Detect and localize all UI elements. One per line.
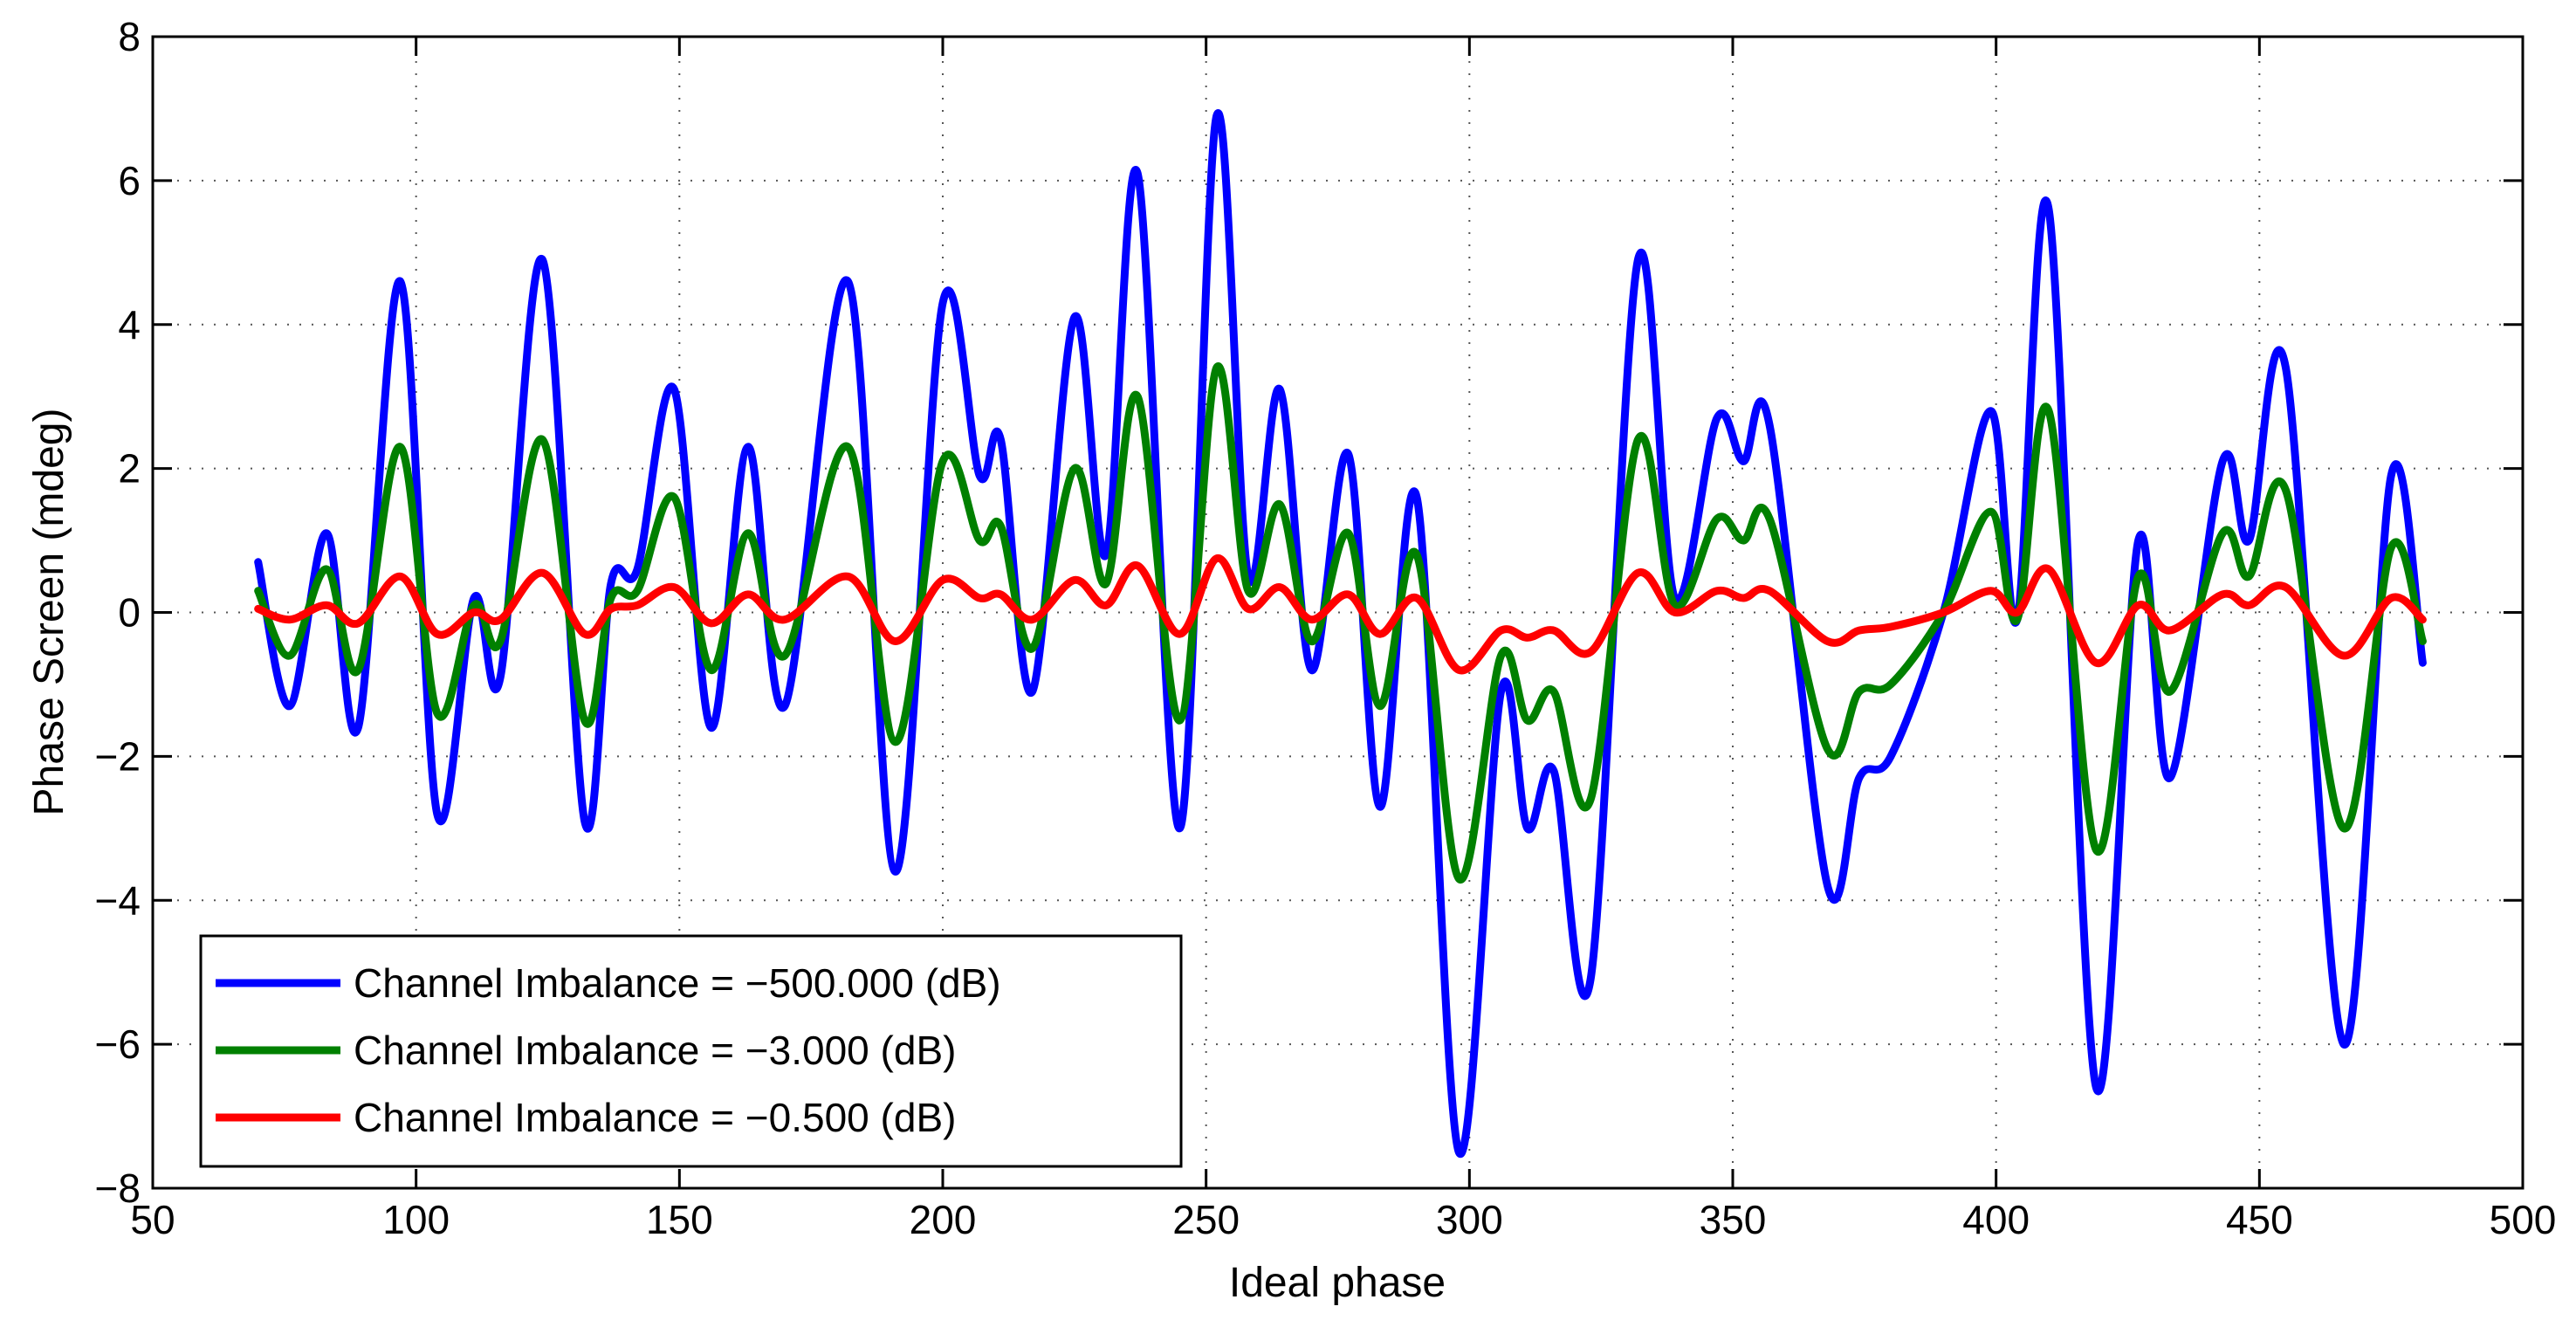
y-axis-label: Phase Screen (mdeg) bbox=[26, 409, 72, 816]
x-tick-label: 100 bbox=[382, 1197, 450, 1242]
x-tick-label: 450 bbox=[2226, 1197, 2293, 1242]
grid-lines bbox=[153, 37, 2523, 1188]
y-tick-label: 0 bbox=[118, 590, 141, 636]
y-tick-label: 2 bbox=[118, 446, 141, 492]
legend-label-series-2: Channel Imbalance = −3.000 (dB) bbox=[354, 1028, 956, 1073]
x-tick-label: 50 bbox=[130, 1197, 175, 1242]
x-tick-label: 150 bbox=[646, 1197, 713, 1242]
x-axis-label: Ideal phase bbox=[1229, 1260, 1446, 1306]
y-tick-label: −2 bbox=[95, 733, 141, 779]
y-tick-label: −6 bbox=[95, 1021, 141, 1067]
axis-ticks bbox=[151, 35, 2524, 1190]
x-tick-label: 250 bbox=[1172, 1197, 1240, 1242]
series-group bbox=[254, 109, 2427, 1159]
y-tick-label: −8 bbox=[95, 1166, 141, 1211]
legend: Channel Imbalance = −500.000 (dB) Channe… bbox=[199, 934, 1183, 1168]
x-tick-label: 350 bbox=[1700, 1197, 1767, 1242]
y-tick-label: −4 bbox=[95, 877, 141, 923]
y-tick-label: 4 bbox=[118, 302, 141, 347]
y-tick-labels: −8 −6 −4 −2 0 2 4 6 8 bbox=[95, 14, 141, 1211]
legend-label-series-1: Channel Imbalance = −500.000 (dB) bbox=[354, 960, 1001, 1006]
legend-label-series-3: Channel Imbalance = −0.500 (dB) bbox=[354, 1095, 956, 1140]
x-tick-label: 400 bbox=[1962, 1197, 2030, 1242]
x-tick-label: 200 bbox=[910, 1197, 977, 1242]
series-line-green bbox=[254, 362, 2427, 884]
y-tick-label: 6 bbox=[118, 158, 141, 203]
x-tick-label: 300 bbox=[1436, 1197, 1503, 1242]
x-tick-labels: 50 100 150 200 250 300 350 400 450 500 bbox=[130, 1197, 2556, 1242]
legend-box bbox=[199, 934, 1183, 1168]
x-tick-label: 500 bbox=[2490, 1197, 2557, 1242]
series-line-red bbox=[254, 554, 2427, 675]
y-tick-label: 8 bbox=[118, 14, 141, 59]
